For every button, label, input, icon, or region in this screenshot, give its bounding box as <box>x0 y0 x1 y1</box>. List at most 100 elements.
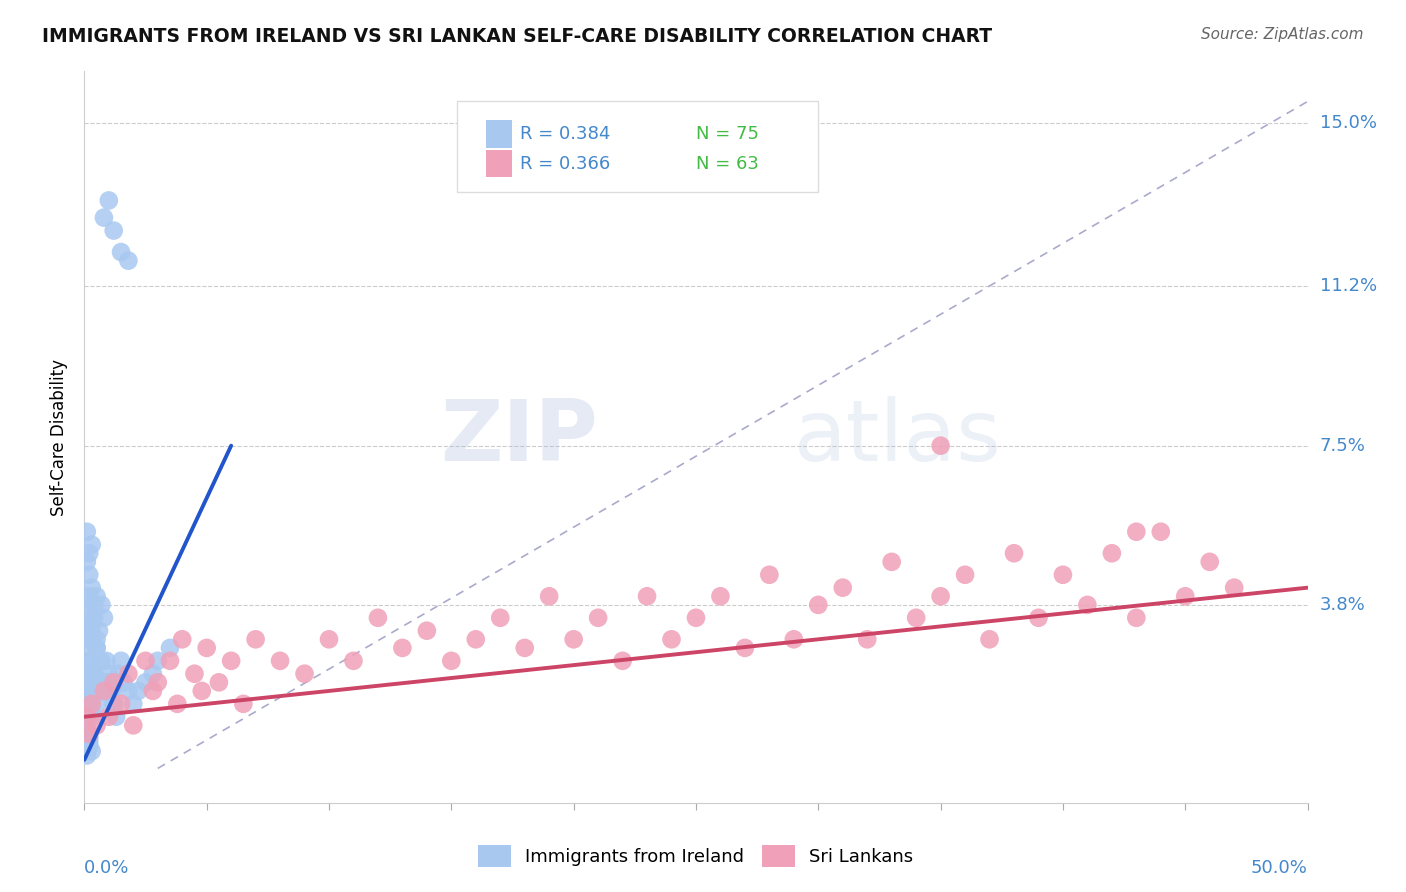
Point <box>97 666 120 681</box>
Point <box>76 624 98 638</box>
Point <box>112 675 135 690</box>
Point <box>734 640 756 655</box>
Point <box>636 589 658 603</box>
Point <box>1198 555 1220 569</box>
Point <box>166 697 188 711</box>
Text: 0.0%: 0.0% <box>84 859 129 877</box>
Point <box>1174 589 1197 603</box>
Point <box>86 589 108 603</box>
Text: N = 75: N = 75 <box>696 125 759 144</box>
Point <box>103 697 125 711</box>
Point <box>103 675 125 690</box>
Text: N = 63: N = 63 <box>696 154 759 172</box>
Point <box>709 589 731 603</box>
Point <box>245 632 267 647</box>
Point <box>979 632 1001 647</box>
Point <box>110 245 132 260</box>
Point <box>83 611 105 625</box>
Point <box>86 718 108 732</box>
Point <box>191 684 214 698</box>
Text: 3.8%: 3.8% <box>1320 596 1365 614</box>
Point <box>172 632 194 647</box>
Point <box>87 675 110 690</box>
Point <box>232 697 254 711</box>
Point <box>929 439 952 453</box>
Point <box>76 714 98 728</box>
Point <box>513 640 536 655</box>
Point <box>440 654 463 668</box>
Point <box>103 223 125 237</box>
Point <box>489 611 512 625</box>
Point <box>391 640 413 655</box>
Point <box>905 611 928 625</box>
Text: ZIP: ZIP <box>440 395 598 479</box>
Point <box>93 684 115 698</box>
Point <box>77 654 100 668</box>
Point <box>294 666 316 681</box>
Point <box>929 589 952 603</box>
Point <box>110 654 132 668</box>
Point <box>96 675 118 690</box>
Text: atlas: atlas <box>794 395 1002 479</box>
Point <box>159 654 181 668</box>
Point <box>76 748 98 763</box>
Point <box>76 723 98 737</box>
FancyBboxPatch shape <box>457 101 818 192</box>
Point <box>1223 581 1246 595</box>
Point <box>80 632 103 647</box>
Point <box>80 611 103 625</box>
Point <box>76 710 98 724</box>
Point <box>80 538 103 552</box>
Point <box>83 598 105 612</box>
Point <box>93 211 115 225</box>
Point <box>76 718 98 732</box>
Point <box>103 697 125 711</box>
Point <box>76 697 98 711</box>
Point <box>195 640 218 655</box>
Point <box>661 632 683 647</box>
Point <box>269 654 291 668</box>
Point <box>86 697 108 711</box>
Point <box>117 253 139 268</box>
Point <box>80 744 103 758</box>
Point <box>612 654 634 668</box>
Point <box>856 632 879 647</box>
Point <box>77 727 100 741</box>
Point <box>86 640 108 655</box>
Point <box>562 632 585 647</box>
Point <box>80 706 103 720</box>
Bar <box>485 120 513 148</box>
Point <box>105 710 128 724</box>
Point <box>807 598 830 612</box>
Point <box>1150 524 1173 539</box>
Point <box>318 632 340 647</box>
Point <box>87 684 110 698</box>
Point <box>831 581 853 595</box>
Point <box>100 684 122 698</box>
Point <box>76 632 98 647</box>
Point <box>80 684 103 698</box>
Point <box>1125 524 1147 539</box>
Point <box>77 692 100 706</box>
Point <box>146 654 169 668</box>
Point <box>93 611 115 625</box>
Point <box>342 654 364 668</box>
Point <box>416 624 439 638</box>
Point <box>77 546 100 560</box>
Point <box>107 666 129 681</box>
Point <box>83 675 105 690</box>
Point <box>76 684 98 698</box>
Point <box>758 567 780 582</box>
Point <box>127 684 149 698</box>
Point <box>77 735 100 749</box>
Point <box>86 640 108 655</box>
Point <box>208 675 231 690</box>
Point <box>90 598 112 612</box>
Text: R = 0.366: R = 0.366 <box>520 154 610 172</box>
Point <box>110 697 132 711</box>
Point <box>135 654 157 668</box>
Text: 15.0%: 15.0% <box>1320 114 1376 132</box>
Point <box>1028 611 1050 625</box>
Point <box>90 654 112 668</box>
Point <box>117 666 139 681</box>
